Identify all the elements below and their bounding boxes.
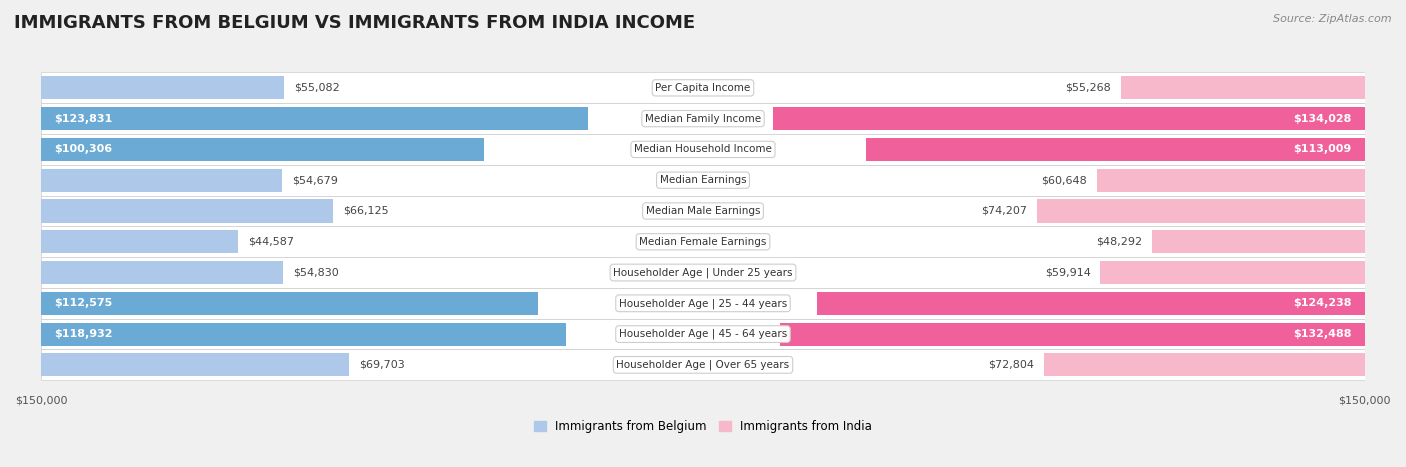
Text: Per Capita Income: Per Capita Income bbox=[655, 83, 751, 93]
Bar bbox=[866, 138, 1365, 161]
Legend: Immigrants from Belgium, Immigrants from India: Immigrants from Belgium, Immigrants from… bbox=[530, 415, 876, 438]
Bar bbox=[41, 165, 1365, 196]
Bar bbox=[41, 230, 238, 253]
Bar bbox=[41, 169, 283, 192]
Bar bbox=[41, 261, 283, 284]
Text: $55,268: $55,268 bbox=[1066, 83, 1111, 93]
Text: $74,207: $74,207 bbox=[981, 206, 1028, 216]
Bar bbox=[41, 72, 1365, 103]
Text: $134,028: $134,028 bbox=[1294, 113, 1351, 124]
Text: Householder Age | Under 25 years: Householder Age | Under 25 years bbox=[613, 267, 793, 278]
Bar bbox=[1121, 76, 1365, 99]
Text: $69,703: $69,703 bbox=[359, 360, 405, 370]
Bar bbox=[41, 288, 1365, 318]
Text: $66,125: $66,125 bbox=[343, 206, 388, 216]
Text: Source: ZipAtlas.com: Source: ZipAtlas.com bbox=[1274, 14, 1392, 24]
Text: Householder Age | 25 - 44 years: Householder Age | 25 - 44 years bbox=[619, 298, 787, 309]
Text: Median Earnings: Median Earnings bbox=[659, 175, 747, 185]
Text: $44,587: $44,587 bbox=[247, 237, 294, 247]
Bar bbox=[41, 323, 567, 346]
Text: $60,648: $60,648 bbox=[1042, 175, 1087, 185]
Bar bbox=[41, 76, 284, 99]
Text: $54,830: $54,830 bbox=[292, 268, 339, 277]
Bar bbox=[41, 354, 349, 376]
Text: Householder Age | 45 - 64 years: Householder Age | 45 - 64 years bbox=[619, 329, 787, 340]
Text: $54,679: $54,679 bbox=[292, 175, 339, 185]
Text: $59,914: $59,914 bbox=[1045, 268, 1091, 277]
Text: Median Family Income: Median Family Income bbox=[645, 113, 761, 124]
Text: $118,932: $118,932 bbox=[55, 329, 112, 339]
Bar bbox=[41, 199, 333, 222]
Text: Householder Age | Over 65 years: Householder Age | Over 65 years bbox=[616, 360, 790, 370]
Bar bbox=[1101, 261, 1365, 284]
Text: $124,238: $124,238 bbox=[1294, 298, 1351, 308]
Text: $123,831: $123,831 bbox=[55, 113, 112, 124]
Text: IMMIGRANTS FROM BELGIUM VS IMMIGRANTS FROM INDIA INCOME: IMMIGRANTS FROM BELGIUM VS IMMIGRANTS FR… bbox=[14, 14, 695, 32]
Bar bbox=[1038, 199, 1365, 222]
Text: $113,009: $113,009 bbox=[1294, 144, 1351, 155]
Bar bbox=[773, 107, 1365, 130]
Bar bbox=[1152, 230, 1365, 253]
Text: $55,082: $55,082 bbox=[294, 83, 340, 93]
Bar bbox=[41, 349, 1365, 380]
Text: $48,292: $48,292 bbox=[1095, 237, 1142, 247]
Bar bbox=[41, 107, 588, 130]
Bar bbox=[41, 134, 1365, 165]
Bar bbox=[41, 226, 1365, 257]
Text: $100,306: $100,306 bbox=[55, 144, 112, 155]
Bar bbox=[780, 323, 1365, 346]
Bar bbox=[41, 103, 1365, 134]
Text: $112,575: $112,575 bbox=[55, 298, 112, 308]
Bar bbox=[41, 292, 538, 315]
Text: $132,488: $132,488 bbox=[1294, 329, 1351, 339]
Bar bbox=[817, 292, 1365, 315]
Bar bbox=[1097, 169, 1365, 192]
Text: $72,804: $72,804 bbox=[987, 360, 1033, 370]
Bar bbox=[41, 138, 484, 161]
Bar bbox=[41, 196, 1365, 226]
Bar bbox=[1043, 354, 1365, 376]
Bar bbox=[41, 257, 1365, 288]
Text: Median Male Earnings: Median Male Earnings bbox=[645, 206, 761, 216]
Text: Median Female Earnings: Median Female Earnings bbox=[640, 237, 766, 247]
Bar bbox=[41, 318, 1365, 349]
Text: Median Household Income: Median Household Income bbox=[634, 144, 772, 155]
